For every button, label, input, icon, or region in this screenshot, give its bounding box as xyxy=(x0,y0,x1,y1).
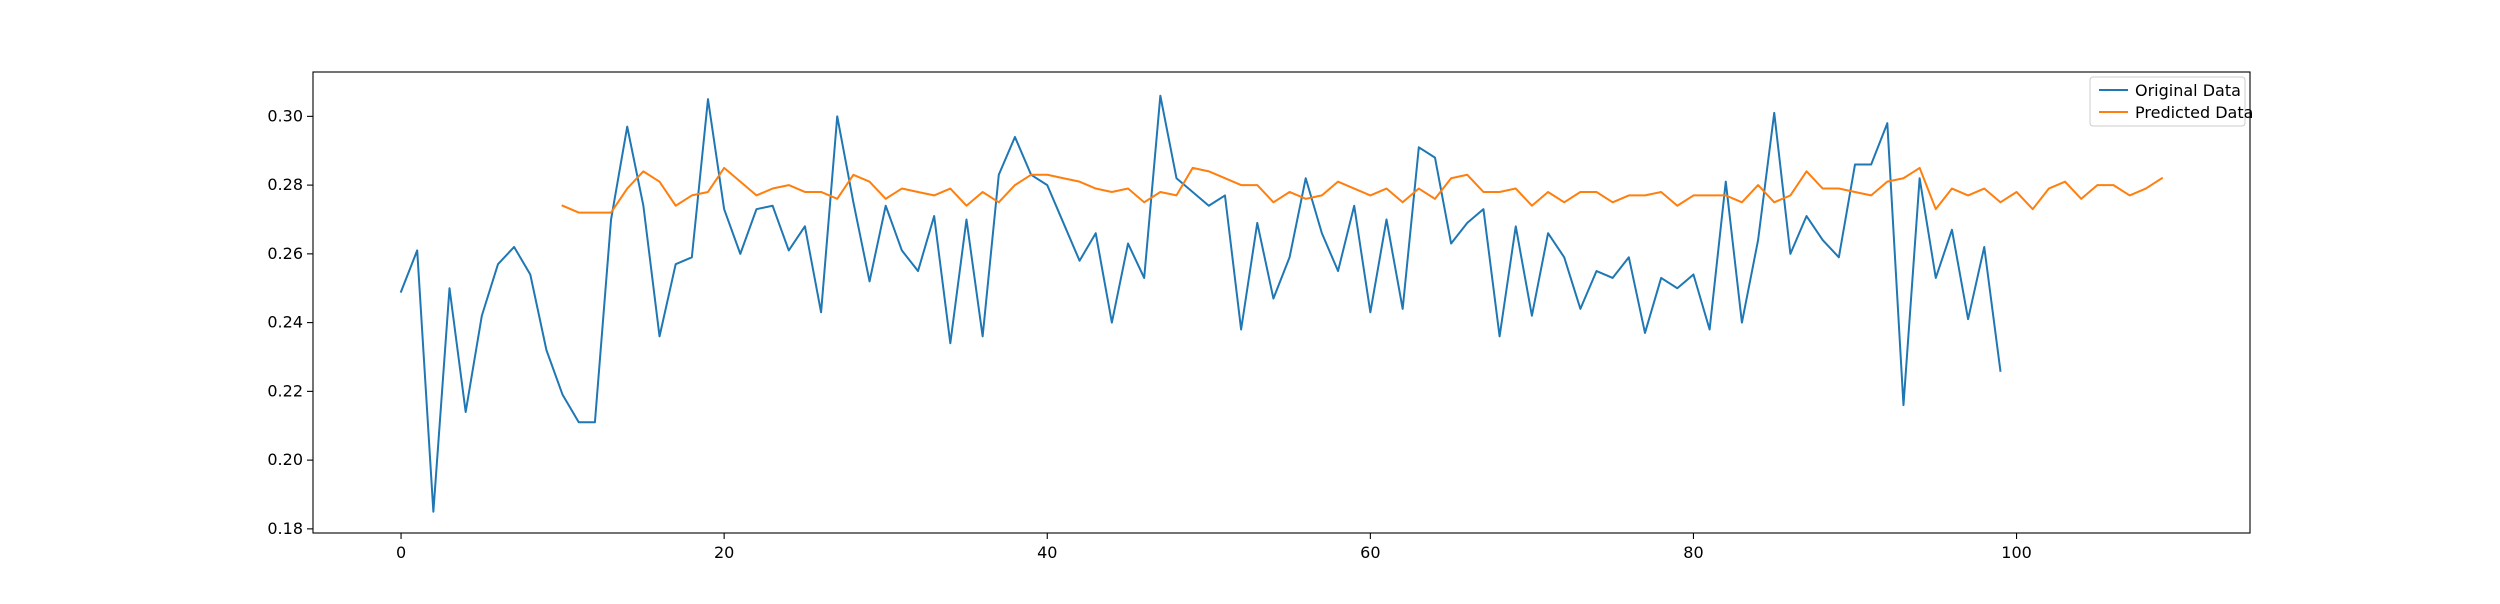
legend: Original Data Predicted Data xyxy=(2089,76,2253,127)
y-tick-label: 0.30 xyxy=(267,106,303,125)
y-tick-label: 0.26 xyxy=(267,244,303,263)
series-layer xyxy=(399,94,2164,513)
legend-box xyxy=(2089,76,2246,127)
legend-label-predicted-data: Predicted Data xyxy=(2135,103,2253,122)
y-tick-label: 0.22 xyxy=(267,381,303,400)
series-line-original-data xyxy=(399,94,2002,513)
series-line-predicted-data xyxy=(561,166,2164,214)
x-tick-label: 20 xyxy=(714,543,734,562)
y-tick-label: 0.20 xyxy=(267,450,303,469)
x-tick-label: 100 xyxy=(2001,543,2032,562)
x-tick-label: 80 xyxy=(1683,543,1703,562)
y-tick-label: 0.24 xyxy=(267,313,303,332)
x-tick-label: 60 xyxy=(1360,543,1380,562)
plot-frame xyxy=(312,71,2251,534)
y-tick-label: 0.28 xyxy=(267,175,303,194)
y-tick-label: 0.18 xyxy=(267,519,303,538)
x-axis: 0 20 40 60 80 100 xyxy=(396,533,2032,562)
x-tick-label: 40 xyxy=(1037,543,1057,562)
legend-label-original-data: Original Data xyxy=(2135,81,2241,100)
x-tick-label: 0 xyxy=(396,543,406,562)
y-axis: 0.18 0.20 0.22 0.24 0.26 0.28 0.30 xyxy=(267,106,313,538)
